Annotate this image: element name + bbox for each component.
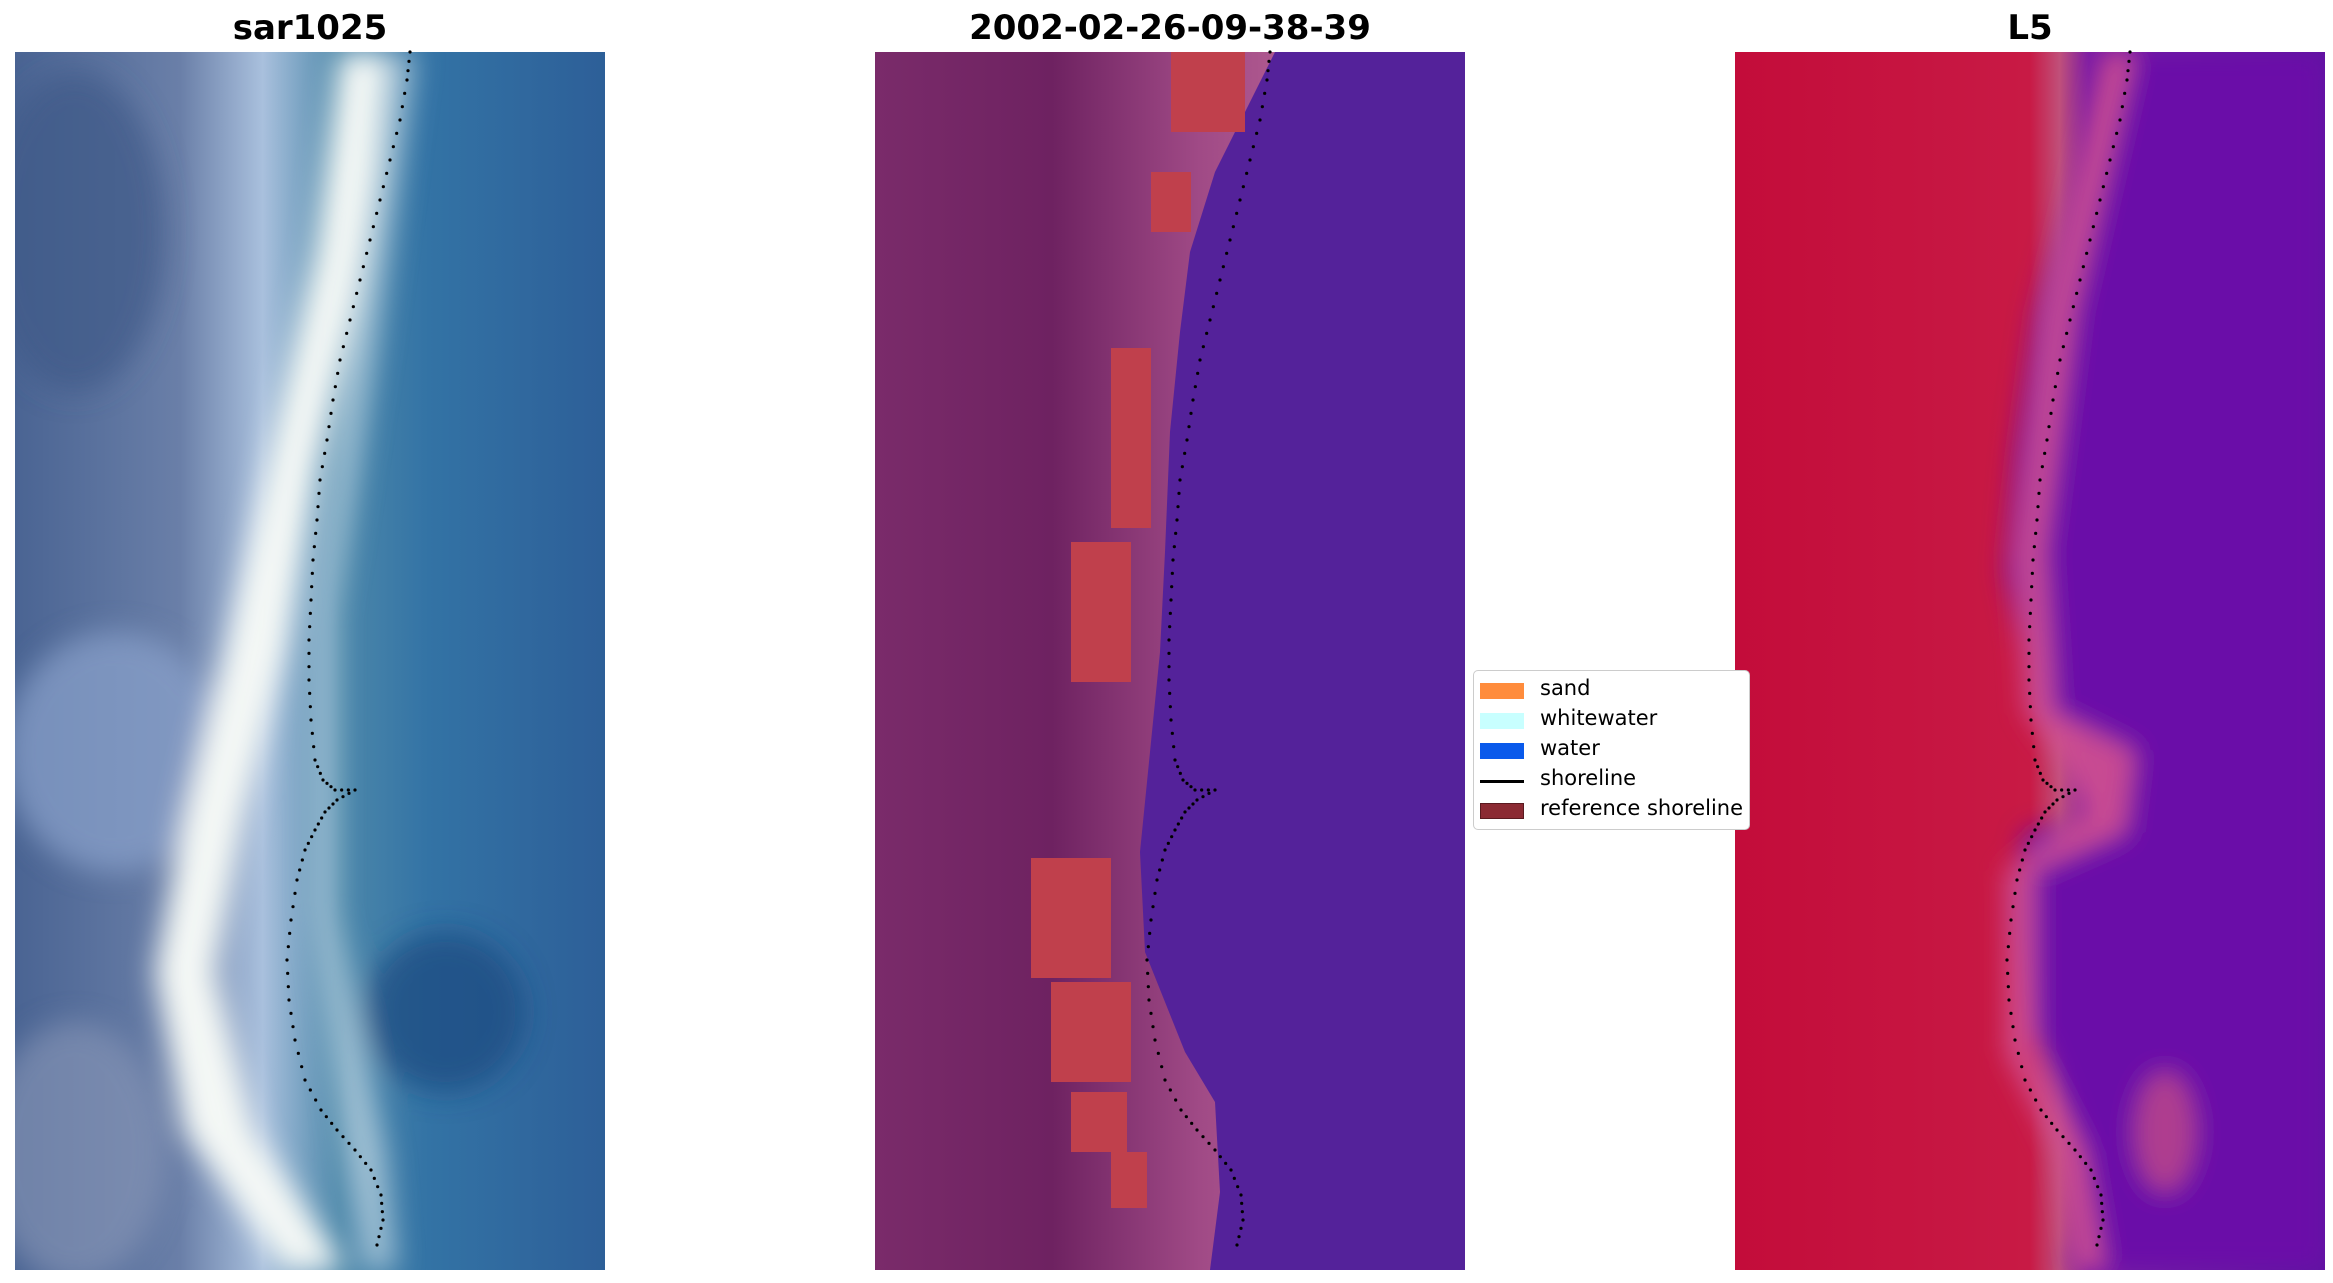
- legend-label-sand: sand: [1540, 676, 1591, 700]
- panel-title-l5: L5: [2007, 8, 2053, 48]
- panel-title-classification: 2002-02-26-09-38-39: [969, 8, 1371, 48]
- legend-line-shoreline: [1480, 780, 1524, 783]
- legend-swatch-water: [1480, 743, 1524, 759]
- legend-label-shoreline: shoreline: [1540, 766, 1637, 790]
- sar-image: [15, 52, 605, 1270]
- classified-image: [875, 52, 1465, 1270]
- legend-swatch-whitewater: [1480, 713, 1524, 729]
- legend-label-reference-shoreline: reference shoreline: [1540, 796, 1744, 820]
- panel-title-sar: sar1025: [232, 8, 388, 48]
- l5-image: [1735, 52, 2325, 1270]
- legend-label-whitewater: whitewater: [1540, 706, 1658, 730]
- legend: sand whitewater water shoreline referenc…: [1473, 670, 1750, 830]
- legend-label-water: water: [1540, 736, 1600, 760]
- legend-swatch-reference-shoreline: [1480, 803, 1524, 819]
- legend-swatch-sand: [1480, 683, 1524, 699]
